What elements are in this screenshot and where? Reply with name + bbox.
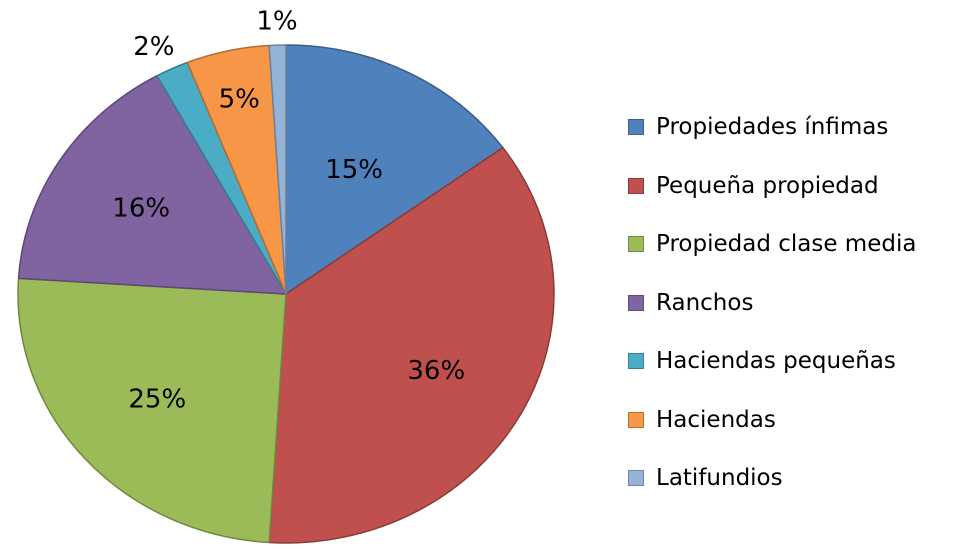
legend-item-haciendas: Haciendas <box>628 391 916 450</box>
legend-label: Propiedades ínfimas <box>656 114 889 141</box>
legend-item-pequena-propiedad: Pequeña propiedad <box>628 157 916 216</box>
pie-slice-3 <box>17 277 287 544</box>
legend-item-propiedades-infimas: Propiedades ínfimas <box>628 98 916 157</box>
legend-item-ranchos: Ranchos <box>628 274 916 333</box>
legend-swatch <box>628 236 644 253</box>
legend-swatch <box>628 119 644 136</box>
pie-data-label-2: 36% <box>407 356 465 386</box>
legend-item-propiedad-clase-media: Propiedad clase media <box>628 215 916 274</box>
legend-label: Haciendas <box>656 406 776 433</box>
legend: Propiedades ínfimas Pequeña propiedad Pr… <box>628 98 916 508</box>
pie-data-label-1: 15% <box>325 155 383 185</box>
legend-label: Latifundios <box>656 465 783 492</box>
legend-item-latifundios: Latifundios <box>628 449 916 508</box>
pie-data-label-4: 16% <box>112 194 170 224</box>
pie-slices <box>17 44 555 544</box>
pie-data-label-5: 2% <box>133 32 174 62</box>
legend-label: Propiedad clase media <box>656 231 917 258</box>
pie-slice-7 <box>268 44 287 295</box>
pie-data-label-7: 1% <box>256 7 297 37</box>
pie-data-label-6: 5% <box>219 85 260 115</box>
pie-slice-1 <box>285 44 504 295</box>
legend-swatch <box>628 470 644 487</box>
legend-label: Ranchos <box>656 289 754 316</box>
legend-swatch <box>628 177 644 194</box>
legend-item-haciendas-pequenas: Haciendas pequeñas <box>628 332 916 391</box>
legend-swatch <box>628 294 644 311</box>
legend-swatch <box>628 353 644 370</box>
legend-label: Haciendas pequeñas <box>656 348 896 375</box>
legend-label: Pequeña propiedad <box>656 172 879 199</box>
pie-data-label-3: 25% <box>128 384 186 414</box>
legend-swatch <box>628 411 644 428</box>
pie-slice-4 <box>17 75 287 295</box>
pie-data-labels: 15% 36% 25% 16% 2% 5% 1% <box>112 7 465 415</box>
pie-slice-2 <box>268 146 555 544</box>
